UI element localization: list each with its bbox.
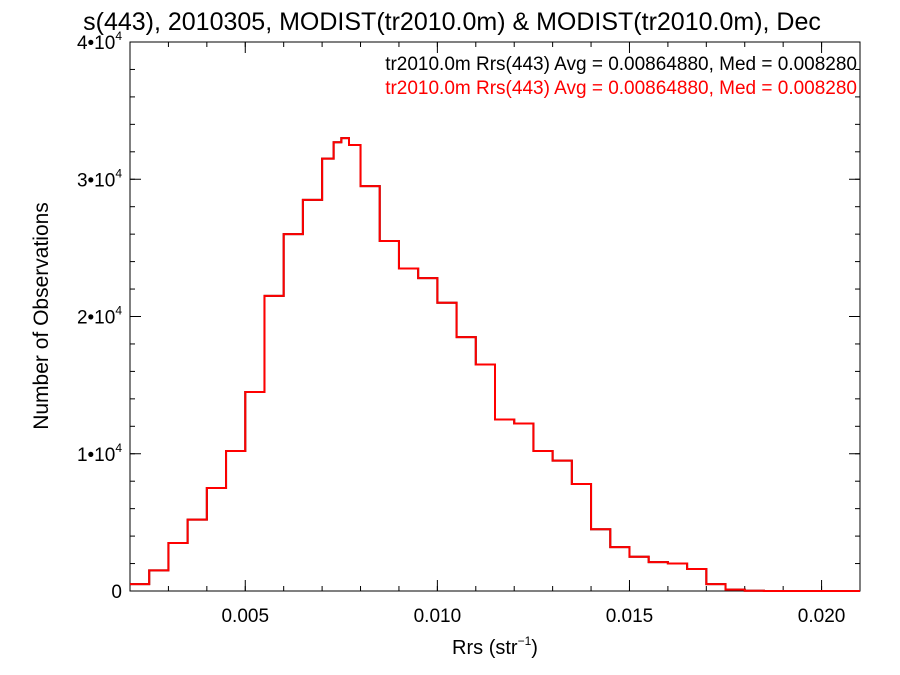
x-tick-label: 0.010 <box>414 606 462 627</box>
x-tick-label: 0.015 <box>606 606 654 627</box>
y-tick-exponent: 4 <box>115 166 122 180</box>
x-axis-label-sup: −1 <box>518 634 532 648</box>
y-tick-label: 0 <box>111 582 122 603</box>
y-tick-exponent: 4 <box>115 29 122 43</box>
y-tick-label: 1•104 <box>77 441 122 466</box>
axis-ticks <box>129 41 861 592</box>
y-tick-exponent: 4 <box>115 304 122 318</box>
plot-frame <box>129 41 861 592</box>
series-lines <box>130 137 860 592</box>
x-axis-label: Rrs (str−1) <box>452 634 538 659</box>
y-tick-mantissa: 1•10 <box>77 445 115 466</box>
y-tick-label: 2•104 <box>77 304 122 329</box>
x-axis-label-close: ) <box>531 637 538 659</box>
x-tick-labels: 0.005 0.010 0.015 0.020 <box>221 606 845 627</box>
y-axis-label: Number of Observations <box>30 202 53 430</box>
y-tick-exponent: 4 <box>115 441 122 455</box>
y-tick-label: 4•104 <box>77 29 122 54</box>
legend-entry-red: tr2010.0m Rrs(443) Avg = 0.00864880, Med… <box>385 78 857 99</box>
legend-entry-black: tr2010.0m Rrs(443) Avg = 0.00864880, Med… <box>385 54 857 75</box>
x-axis-label-main: Rrs (str <box>452 637 518 659</box>
y-tick-mantissa: 4•10 <box>77 33 115 54</box>
chart-title: s(443), 2010305, MODIST(tr2010.0m) & MOD… <box>83 8 821 36</box>
x-tick-label: 0.020 <box>798 606 846 627</box>
series-line-red <box>130 137 860 592</box>
y-tick-mantissa: 3•10 <box>77 170 115 191</box>
y-tick-mantissa: 2•10 <box>77 308 115 329</box>
x-tick-label: 0.005 <box>221 606 269 627</box>
y-tick-label: 3•104 <box>77 166 122 191</box>
y-tick-mantissa: 0 <box>111 582 122 603</box>
